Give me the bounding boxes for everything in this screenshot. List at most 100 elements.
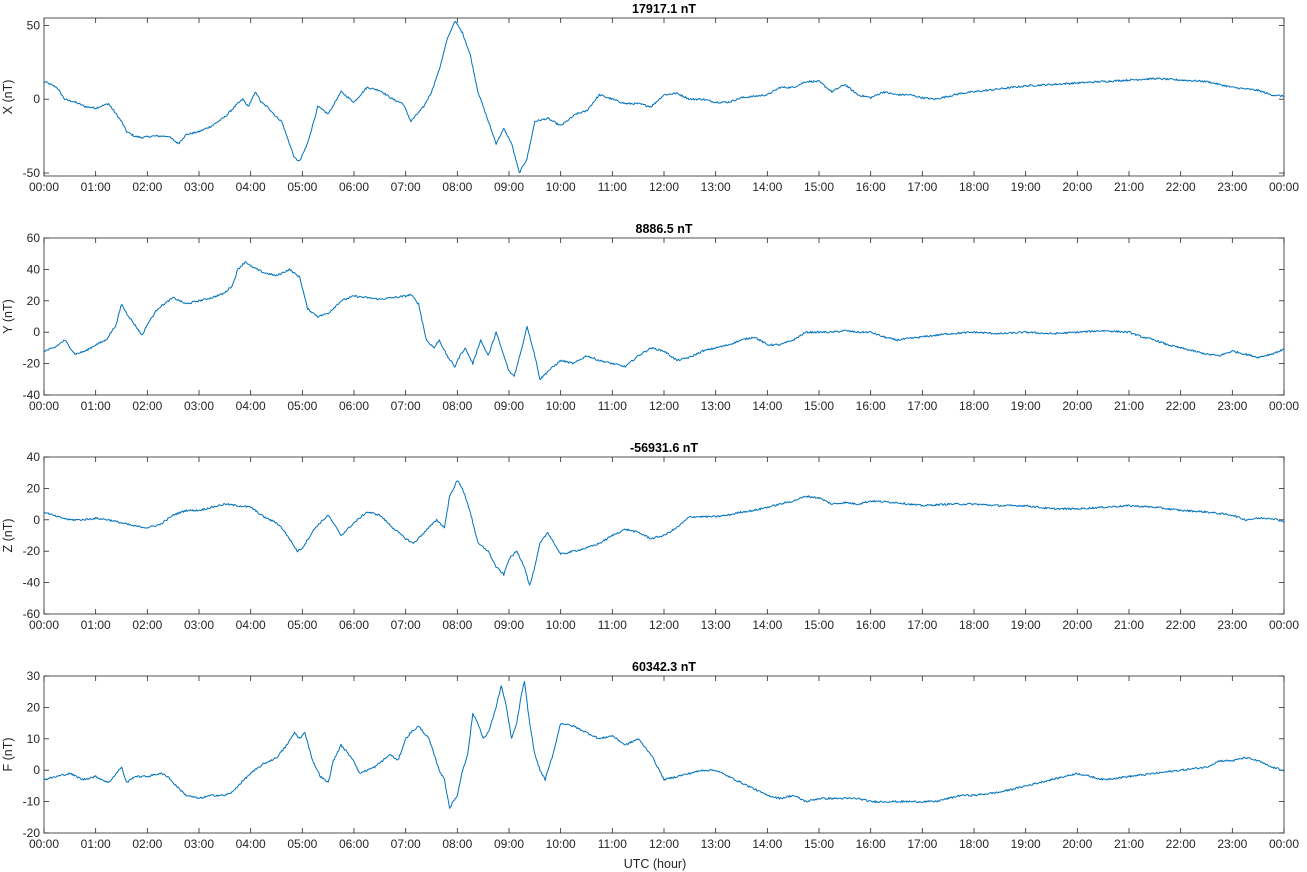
- x-tick-label: 23:00: [1217, 399, 1247, 413]
- x-tick-label: 14:00: [752, 399, 782, 413]
- x-tick-label: 15:00: [804, 618, 834, 632]
- x-tick-label: 00:00: [29, 837, 59, 851]
- x-tick-label: 04:00: [236, 837, 266, 851]
- y-tick-label: -20: [23, 357, 41, 371]
- y-tick-label: 20: [27, 700, 41, 714]
- y-tick-label: 0: [33, 513, 40, 527]
- y-tick-label: 0: [33, 92, 40, 106]
- x-tick-label: 06:00: [339, 399, 369, 413]
- x-tick-label: 17:00: [907, 180, 937, 194]
- x-tick-label: 00:00: [29, 618, 59, 632]
- y-tick-label: 30: [27, 669, 41, 683]
- x-tick-label: 10:00: [546, 837, 576, 851]
- x-tick-label: 16:00: [856, 618, 886, 632]
- y-tick-label: 0: [33, 763, 40, 777]
- x-tick-label: 19:00: [1011, 180, 1041, 194]
- x-tick-label: 21:00: [1114, 399, 1144, 413]
- panel-title: 17917.1 nT: [632, 2, 696, 16]
- y-axis-label: Z (nT): [1, 518, 15, 552]
- y-tick-label: 20: [27, 294, 41, 308]
- x-tick-label: 12:00: [649, 618, 679, 632]
- y-tick-label: -60: [23, 607, 41, 621]
- x-tick-label: 21:00: [1114, 618, 1144, 632]
- x-tick-label: 06:00: [339, 618, 369, 632]
- x-tick-label: 18:00: [959, 399, 989, 413]
- y-tick-label: -20: [23, 544, 41, 558]
- x-tick-label: 06:00: [339, 180, 369, 194]
- x-tick-label: 23:00: [1217, 837, 1247, 851]
- panel-3: 60342.3 nT F (nT) 00:00 01:00 02:00 03:00 04:0…: [1, 660, 1299, 851]
- series-line: [43, 261, 1285, 381]
- y-tick-label: 40: [27, 262, 41, 276]
- panel-title: 8886.5 nT: [636, 222, 693, 236]
- x-tick-label: 18:00: [959, 180, 989, 194]
- y-tick-label: 60: [27, 231, 41, 245]
- x-tick-label: 23:00: [1217, 618, 1247, 632]
- y-tick-label: 40: [27, 450, 41, 464]
- x-tick-label: 03:00: [184, 618, 214, 632]
- x-tick-label: 19:00: [1011, 399, 1041, 413]
- x-tick-label: 06:00: [339, 837, 369, 851]
- panel-1: 8886.5 nT Y (nT) 00:00 01:00 02:00 03:00 04:00…: [1, 222, 1299, 413]
- x-axis-label: UTC (hour): [624, 857, 687, 871]
- x-tick-label: 03:00: [184, 399, 214, 413]
- x-tick-label: 00:00: [29, 399, 59, 413]
- x-tick-label: 01:00: [81, 618, 111, 632]
- panel-title: -56931.6 nT: [630, 441, 698, 455]
- x-tick-label: 00:00: [1269, 618, 1299, 632]
- y-tick-label: -40: [23, 388, 41, 402]
- panels: 17917.1 nT X (nT) 00:00 01:00 02:00 03:00 04:0…: [1, 2, 1299, 851]
- y-axis-label: F (nT): [1, 737, 15, 771]
- x-tick-label: 16:00: [856, 399, 886, 413]
- y-tick-label: -50: [23, 166, 41, 180]
- x-tick-label: 03:00: [184, 837, 214, 851]
- x-tick-label: 05:00: [287, 618, 317, 632]
- y-tick-label: 20: [27, 481, 41, 495]
- x-tick-label: 09:00: [494, 180, 524, 194]
- x-tick-label: 20:00: [1062, 399, 1092, 413]
- x-tick-label: 04:00: [236, 180, 266, 194]
- x-tick-label: 16:00: [856, 837, 886, 851]
- x-tick-label: 07:00: [391, 399, 421, 413]
- x-tick-label: 13:00: [701, 399, 731, 413]
- y-tick-label: 50: [27, 18, 41, 32]
- x-tick-label: 21:00: [1114, 180, 1144, 194]
- series-line: [43, 681, 1285, 809]
- x-tick-label: 02:00: [132, 618, 162, 632]
- x-tick-label: 11:00: [598, 399, 627, 413]
- x-tick-label: 17:00: [907, 837, 937, 851]
- x-tick-label: 11:00: [598, 180, 627, 194]
- x-tick-label: 08:00: [442, 618, 472, 632]
- x-tick-label: 10:00: [546, 399, 576, 413]
- x-tick-label: 01:00: [81, 399, 111, 413]
- x-tick-label: 10:00: [546, 618, 576, 632]
- y-tick-label: -40: [23, 576, 41, 590]
- x-tick-label: 22:00: [1166, 399, 1196, 413]
- x-tick-label: 14:00: [752, 837, 782, 851]
- x-tick-label: 22:00: [1166, 618, 1196, 632]
- x-tick-label: 09:00: [494, 837, 524, 851]
- x-tick-label: 04:00: [236, 399, 266, 413]
- x-tick-label: 05:00: [287, 399, 317, 413]
- panel-2: -56931.6 nT Z (nT) 00:00 01:00 02:00 03:00 04:…: [1, 441, 1299, 632]
- x-tick-label: 02:00: [132, 180, 162, 194]
- x-tick-label: 22:00: [1166, 180, 1196, 194]
- x-tick-label: 00:00: [1269, 180, 1299, 194]
- x-tick-label: 03:00: [184, 180, 214, 194]
- x-tick-label: 15:00: [804, 399, 834, 413]
- x-tick-label: 13:00: [701, 180, 731, 194]
- x-tick-label: 05:00: [287, 180, 317, 194]
- x-tick-label: 00:00: [1269, 399, 1299, 413]
- x-tick-label: 19:00: [1011, 837, 1041, 851]
- x-tick-label: 20:00: [1062, 618, 1092, 632]
- x-tick-label: 07:00: [391, 618, 421, 632]
- x-tick-label: 21:00: [1114, 837, 1144, 851]
- x-tick-label: 00:00: [1269, 837, 1299, 851]
- x-tick-label: 13:00: [701, 837, 731, 851]
- x-tick-label: 11:00: [598, 618, 627, 632]
- x-tick-label: 15:00: [804, 180, 834, 194]
- x-tick-label: 20:00: [1062, 180, 1092, 194]
- y-axis-label: Y (nT): [1, 299, 15, 334]
- x-tick-label: 08:00: [442, 180, 472, 194]
- x-tick-label: 01:00: [81, 180, 111, 194]
